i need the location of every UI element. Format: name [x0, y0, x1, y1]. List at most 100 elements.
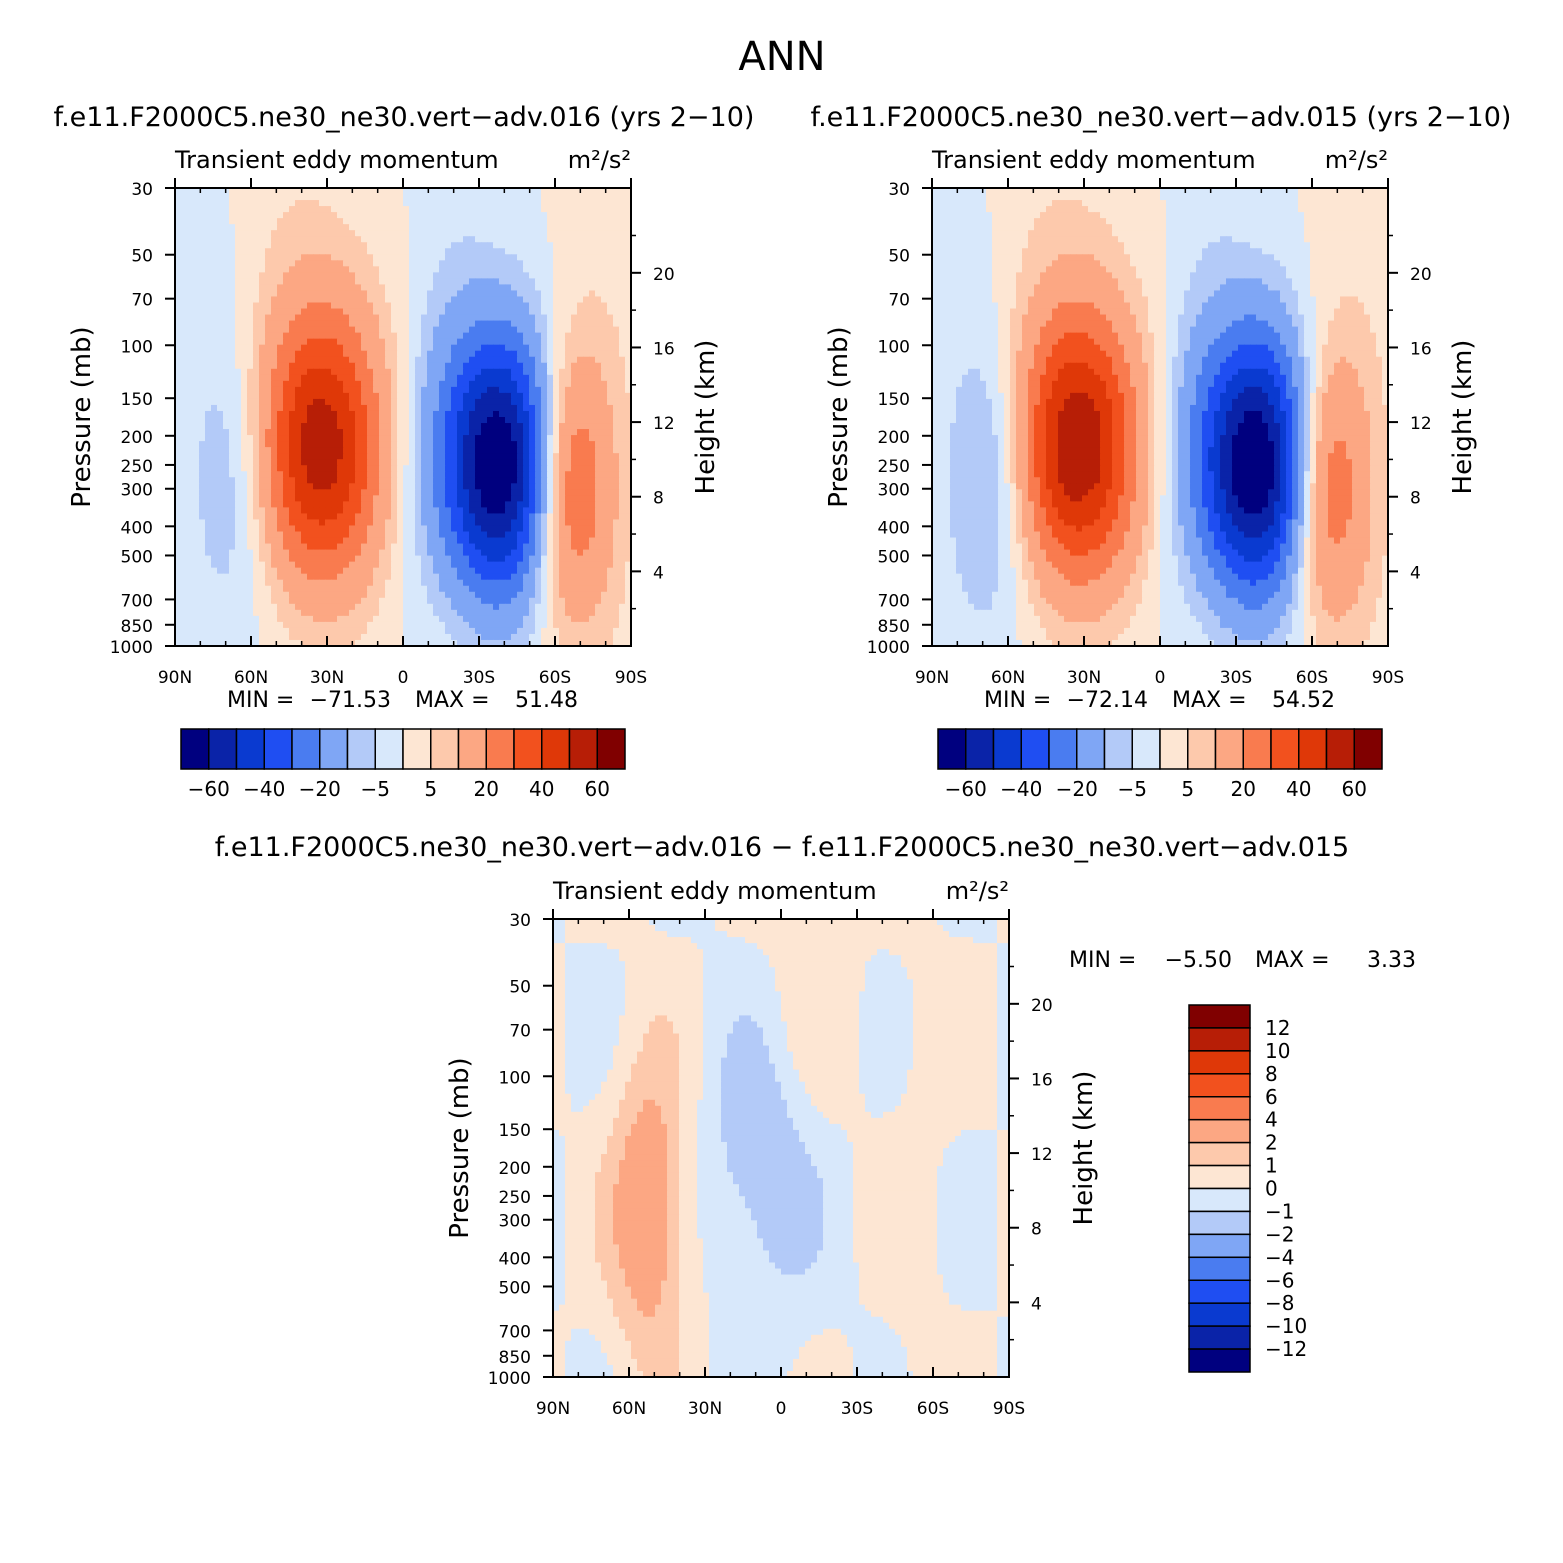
contour-cell — [253, 573, 260, 581]
contour-cell — [523, 561, 530, 569]
contour-cell — [187, 362, 194, 370]
contour-cell — [181, 447, 188, 454]
contour-cell — [409, 194, 416, 201]
contour-cell — [391, 296, 398, 304]
contour-cell — [361, 417, 368, 424]
contour-cell — [319, 338, 326, 346]
contour-cell — [529, 423, 536, 430]
contour-cell — [541, 206, 548, 213]
contour-cell — [367, 465, 374, 472]
contour-cell — [379, 567, 386, 575]
contour-cell — [445, 519, 452, 527]
contour-cell — [625, 284, 631, 292]
contour-cell — [427, 242, 434, 249]
contour-cell — [595, 320, 602, 328]
contour-cell — [253, 272, 260, 279]
contour-cell — [211, 483, 218, 490]
contour-cell — [301, 398, 308, 406]
contour-cell — [349, 350, 356, 358]
contour-cell — [259, 555, 266, 563]
contour-cell — [307, 483, 314, 490]
contour-cell — [313, 212, 320, 219]
contour-cell — [283, 429, 290, 436]
contour-cell — [343, 266, 350, 273]
contour-cell — [271, 290, 278, 298]
contour-cell — [559, 392, 566, 400]
contour-cell — [547, 332, 554, 340]
contour-cell — [577, 218, 584, 225]
contour-cell — [319, 308, 326, 316]
contour-cell — [529, 525, 536, 533]
contour-cell — [223, 194, 230, 201]
contour-cell — [367, 567, 374, 575]
contour-cell — [469, 459, 476, 466]
contour-cell — [571, 272, 578, 279]
contour-cell — [427, 206, 434, 213]
contour-cell — [595, 531, 602, 539]
contour-cell — [613, 224, 620, 231]
contour-cell — [229, 483, 236, 490]
contour-cell — [619, 410, 626, 418]
contour-cell — [619, 260, 626, 267]
contour-cell — [499, 531, 506, 539]
contour-cell — [241, 549, 248, 557]
contour-cell — [433, 374, 440, 382]
contour-cell — [235, 441, 242, 448]
contour-cell — [259, 278, 266, 286]
contour-cell — [607, 236, 614, 243]
contour-cell — [619, 332, 626, 340]
contour-cell — [217, 477, 224, 484]
contour-cell — [541, 471, 548, 478]
contour-cell — [547, 555, 554, 563]
contour-cell — [601, 525, 608, 533]
contour-cell — [577, 459, 584, 466]
contour-cell — [367, 272, 374, 279]
contour-cell — [319, 410, 326, 418]
contour-cell — [331, 429, 338, 436]
contour-cell — [409, 284, 416, 292]
contour-cell — [619, 429, 626, 436]
contour-cell — [595, 314, 602, 322]
contour-cell — [271, 489, 278, 496]
contour-cell — [337, 308, 344, 316]
contour-cell — [463, 266, 470, 273]
contour-cell — [313, 477, 320, 484]
contour-cell — [175, 579, 182, 587]
contour-cell — [547, 465, 554, 472]
contour-cell — [193, 459, 200, 466]
contour-cell — [409, 543, 416, 551]
contour-cell — [235, 537, 242, 545]
contour-cell — [613, 380, 620, 388]
contour-cell — [391, 447, 398, 454]
contour-cell — [331, 386, 338, 394]
contour-cell — [343, 188, 350, 195]
contour-cell — [217, 380, 224, 388]
contour-cell — [307, 290, 314, 298]
contour-cell — [271, 350, 278, 358]
contour-cell — [259, 573, 266, 581]
contour-cell — [355, 507, 362, 515]
contour-cell — [349, 200, 356, 207]
contour-cell — [277, 423, 284, 430]
contour-cell — [565, 230, 572, 237]
contour-cell — [193, 525, 200, 533]
contour-cell — [289, 350, 296, 358]
contour-cell — [295, 465, 302, 472]
contour-cell — [235, 218, 242, 225]
contour-cell — [319, 320, 326, 328]
contour-cell — [589, 386, 596, 394]
contour-cell — [259, 543, 266, 551]
contour-cell — [343, 284, 350, 292]
contour-cell — [331, 236, 338, 243]
contour-cell — [451, 513, 458, 521]
contour-cell — [247, 573, 254, 581]
contour-cell — [391, 380, 398, 388]
contour-cell — [391, 320, 398, 328]
contour-cell — [589, 525, 596, 533]
contour-cell — [349, 555, 356, 563]
contour-cell — [541, 537, 548, 545]
contour-cell — [319, 507, 326, 515]
contour-cell — [313, 459, 320, 466]
contour-cell — [337, 513, 344, 521]
contour-cell — [211, 368, 218, 376]
